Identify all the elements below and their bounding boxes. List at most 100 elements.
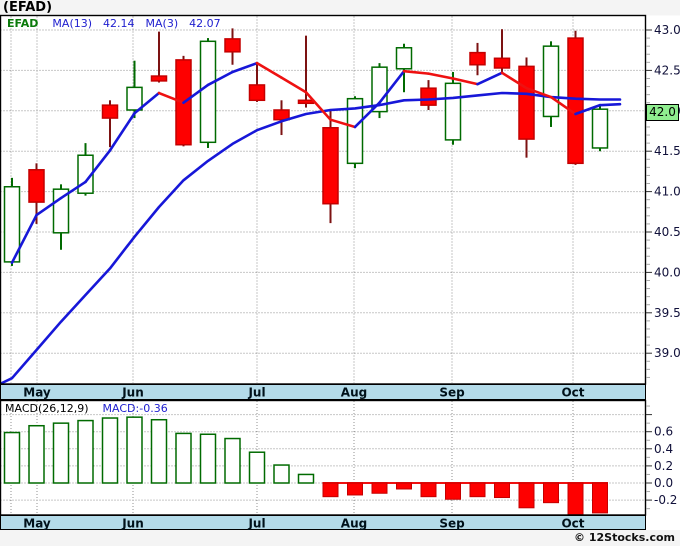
macd-params-label: MACD(26,12,9) [5, 402, 89, 415]
legend: EFAD MA(13) 42.14 MA(3) 42.07 [7, 17, 232, 30]
month-label: Jun [121, 517, 144, 531]
price-plot-border [0, 14, 647, 385]
ma3-segment [525, 86, 553, 99]
candlestick [371, 63, 388, 119]
macd-value-label: MACD:-0.36 [102, 402, 168, 415]
macd-bar [224, 437, 241, 484]
macd-bar [52, 422, 70, 484]
ma3-segment [84, 149, 112, 184]
month-label: Jul [247, 386, 265, 400]
candlestick [542, 41, 560, 127]
macd-axis-label: 0.4 [654, 442, 673, 456]
ma3-segment [451, 77, 479, 86]
ma3-segment [35, 196, 63, 217]
month-label: May [23, 386, 51, 400]
legend-ma13-value: 42.14 [103, 17, 135, 30]
candle-body [322, 127, 339, 205]
macd-axis-label: 0.0 [654, 476, 673, 490]
month-label: Aug [341, 386, 367, 400]
candlestick [273, 100, 290, 136]
macd-bar [150, 418, 168, 484]
ma3-segment [182, 83, 210, 105]
month-label: Sep [439, 386, 465, 400]
price-axis-label: 41.0 [654, 185, 680, 199]
candle-body [150, 75, 168, 82]
candle-body [371, 66, 388, 113]
macd-legend: MACD(26,12,9) MACD:-0.36 [5, 402, 168, 415]
candlestick [101, 100, 119, 148]
macd-bar [126, 416, 143, 484]
candlestick [28, 163, 45, 224]
month-label: Aug [341, 517, 367, 531]
ma3-segment [574, 103, 602, 116]
candle-body [346, 97, 364, 165]
ma3-segment [157, 91, 185, 105]
ma3-segment [59, 180, 87, 200]
ma3-segment [427, 72, 455, 80]
macd-bar [445, 482, 461, 500]
candle-body [126, 86, 143, 111]
candlestick [322, 109, 339, 224]
price-axis-label: 42.5 [654, 63, 680, 77]
macd-axis-label: -0.2 [654, 493, 677, 507]
ma3-line [10, 61, 622, 265]
candlestick [469, 42, 486, 76]
ma3-segment [255, 61, 283, 79]
ma3-segment [378, 69, 406, 105]
legend-ma3-value: 42.07 [189, 17, 221, 30]
macd-bar [543, 482, 559, 504]
macd-bar [297, 473, 315, 484]
price-axis-label: 40.5 [654, 225, 680, 239]
ma3-segment [108, 111, 136, 152]
candle-body [518, 65, 535, 140]
macd-histogram [3, 416, 608, 516]
macd-bar [396, 482, 412, 490]
ma3-segment [500, 71, 528, 90]
candlestick [395, 43, 413, 93]
candlestick [248, 63, 266, 102]
ma3-segment [329, 118, 357, 129]
price-axis-label: 40.0 [654, 265, 680, 279]
macd-axis-label: 0.2 [654, 459, 673, 473]
macd-bar [592, 482, 608, 514]
candlestick [591, 105, 609, 152]
macd-bar [28, 424, 45, 484]
ma3-segment [133, 91, 161, 115]
candle-body [28, 169, 45, 203]
candle-body [297, 99, 315, 105]
macd-bar [347, 482, 363, 496]
macd-bar [518, 482, 535, 509]
candlestick [150, 31, 168, 83]
ma3-segment [353, 101, 381, 129]
ma3-segment [598, 102, 622, 107]
legend-ma3-label: MA(3) [145, 17, 179, 30]
month-label: May [23, 517, 51, 531]
candle-body [420, 87, 437, 106]
candlestick [3, 177, 21, 266]
macd-bar [371, 482, 388, 494]
ma3-segment [476, 71, 504, 86]
ma3-segment [206, 70, 234, 87]
month-label: Sep [439, 517, 465, 531]
macd-bar [175, 432, 192, 484]
macd-bar [469, 482, 486, 498]
candle-body [224, 38, 241, 53]
ma3-segment [10, 213, 38, 265]
price-axis-label: 41.5 [654, 144, 680, 158]
candlestick [346, 96, 364, 169]
candle-body [493, 57, 511, 69]
candle-body [469, 51, 486, 66]
macd-plot-border [0, 399, 647, 516]
macd-bar [199, 433, 217, 484]
ma3-segment [304, 90, 332, 121]
watermark-credit: © 12Stocks.com [574, 531, 675, 544]
page-title: (EFAD) [3, 0, 53, 15]
candle-body [199, 40, 217, 144]
ma3-segment [402, 69, 430, 75]
candle-body [395, 47, 413, 70]
macd-bar [3, 431, 21, 484]
month-label: Oct [561, 386, 584, 400]
candle-body [444, 82, 462, 141]
